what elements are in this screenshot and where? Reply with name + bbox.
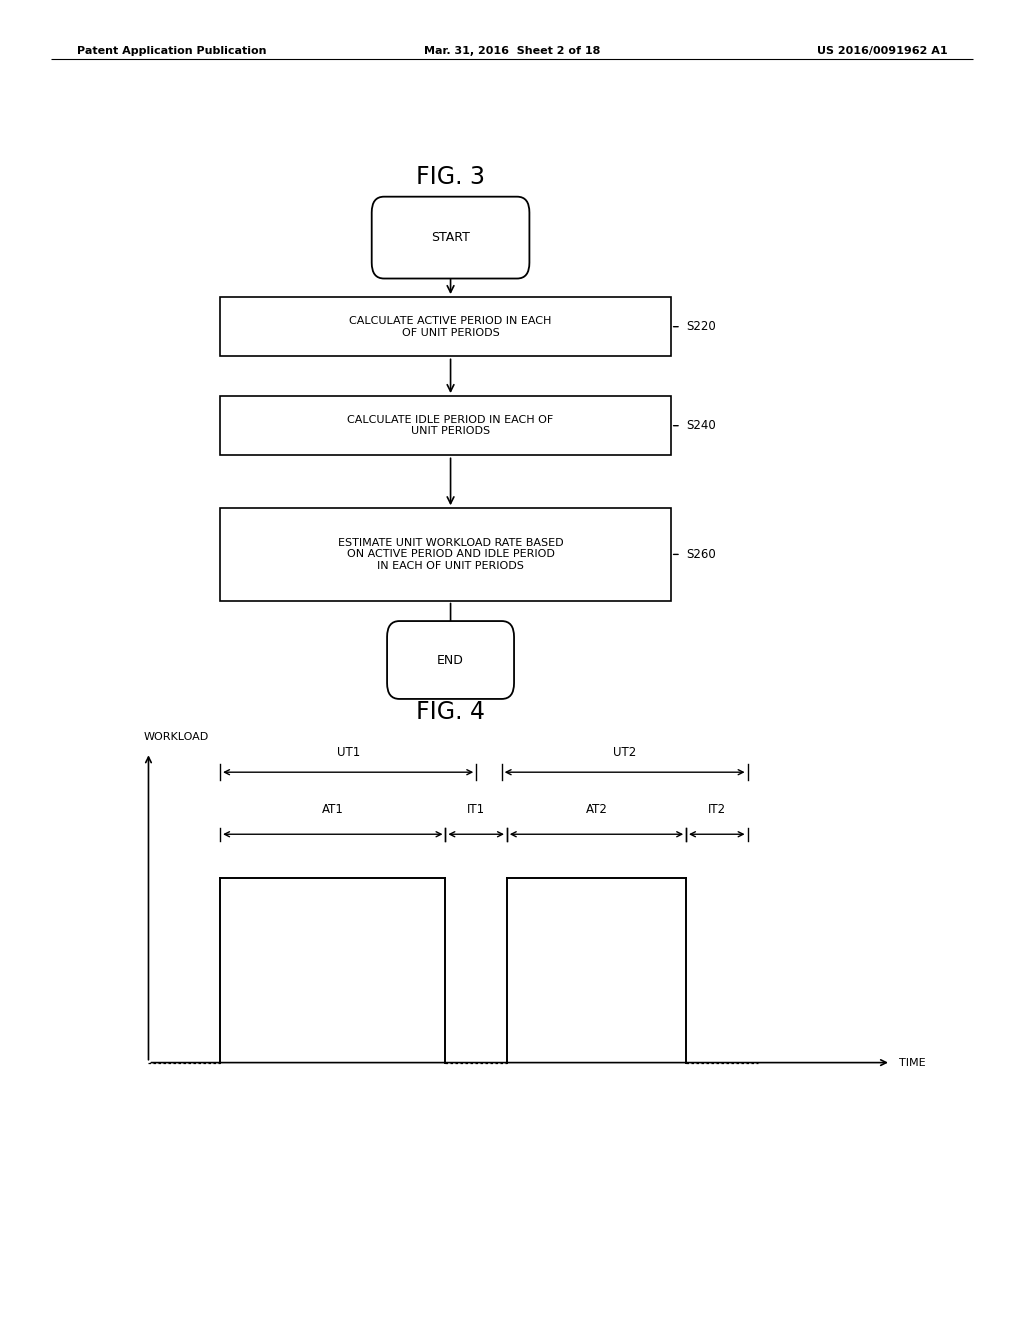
Text: Mar. 31, 2016  Sheet 2 of 18: Mar. 31, 2016 Sheet 2 of 18 (424, 46, 600, 57)
Text: UT1: UT1 (337, 746, 359, 759)
Text: FIG. 3: FIG. 3 (416, 165, 485, 189)
Text: TIME: TIME (899, 1057, 926, 1068)
Bar (220, 396, 671, 455)
Text: CALCULATE ACTIVE PERIOD IN EACH
OF UNIT PERIODS: CALCULATE ACTIVE PERIOD IN EACH OF UNIT … (349, 315, 552, 338)
Text: IT1: IT1 (467, 803, 485, 816)
Text: WORKLOAD: WORKLOAD (143, 731, 209, 742)
Text: US 2016/0091962 A1: US 2016/0091962 A1 (816, 46, 947, 57)
Text: START: START (431, 231, 470, 244)
Text: S260: S260 (686, 548, 716, 561)
Text: FIG. 4: FIG. 4 (416, 700, 485, 723)
Text: S240: S240 (686, 420, 716, 432)
Text: S220: S220 (686, 321, 716, 333)
Text: Patent Application Publication: Patent Application Publication (77, 46, 266, 57)
Text: AT2: AT2 (586, 803, 607, 816)
Text: END: END (437, 653, 464, 667)
FancyBboxPatch shape (387, 622, 514, 700)
Text: CALCULATE IDLE PERIOD IN EACH OF
UNIT PERIODS: CALCULATE IDLE PERIOD IN EACH OF UNIT PE… (347, 414, 554, 437)
Bar (220, 297, 671, 356)
FancyBboxPatch shape (372, 197, 529, 279)
Text: ESTIMATE UNIT WORKLOAD RATE BASED
ON ACTIVE PERIOD AND IDLE PERIOD
IN EACH OF UN: ESTIMATE UNIT WORKLOAD RATE BASED ON ACT… (338, 537, 563, 572)
Text: IT2: IT2 (708, 803, 726, 816)
Text: UT2: UT2 (613, 746, 636, 759)
Bar (220, 508, 671, 601)
Text: AT1: AT1 (322, 803, 344, 816)
